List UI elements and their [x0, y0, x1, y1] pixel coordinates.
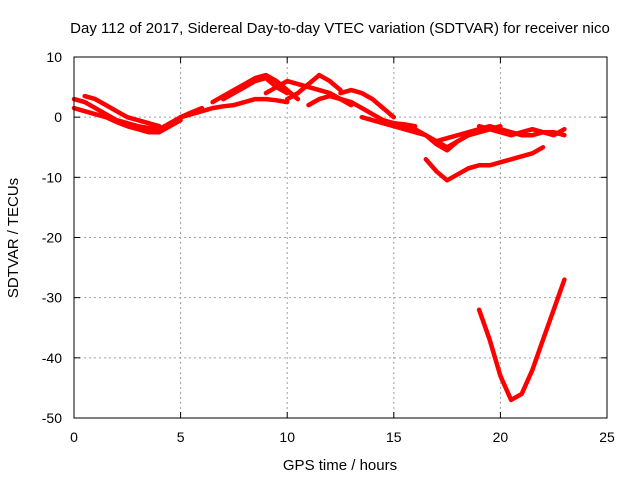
series-group	[71, 72, 567, 403]
grid	[74, 57, 607, 418]
x-tick-label: 20	[493, 429, 509, 445]
ticks: 0 5 10 15 20 25 -50 -40 -30 -20 -10 0 10	[42, 49, 615, 445]
x-tick-label: 15	[386, 429, 402, 445]
series-line-arc-10	[338, 87, 397, 120]
y-tick-label: -20	[42, 230, 62, 246]
chart-title: Day 112 of 2017, Sidereal Day-to-day VTE…	[70, 20, 610, 37]
series-line-arc-12	[391, 120, 503, 153]
y-axis-label: SDTVAR / TECUs	[5, 178, 22, 298]
y-tick-label: -50	[42, 410, 62, 426]
series-line-arc-16	[476, 277, 567, 403]
y-tick-label: -30	[42, 290, 62, 306]
series-line-arc-3	[82, 93, 162, 129]
x-tick-label: 5	[177, 429, 185, 445]
x-tick-label: 10	[279, 429, 295, 445]
y-tick-label: 10	[46, 49, 62, 65]
series-line-arc-9	[306, 93, 418, 129]
x-tick-label: 0	[70, 429, 78, 445]
y-tick-label: -40	[42, 350, 62, 366]
x-axis-label: GPS time / hours	[283, 457, 397, 474]
x-tick-label: 25	[599, 429, 615, 445]
series-line-arc-2	[71, 105, 183, 135]
series-line-arc-5	[210, 72, 301, 105]
series-line-arc-15	[423, 145, 546, 183]
series-line-arc-4	[178, 96, 290, 120]
y-tick-label: 0	[54, 109, 62, 125]
series-line-arc-8	[284, 72, 343, 102]
series-line-arc-14	[476, 123, 567, 138]
y-tick-label: -10	[42, 169, 62, 185]
